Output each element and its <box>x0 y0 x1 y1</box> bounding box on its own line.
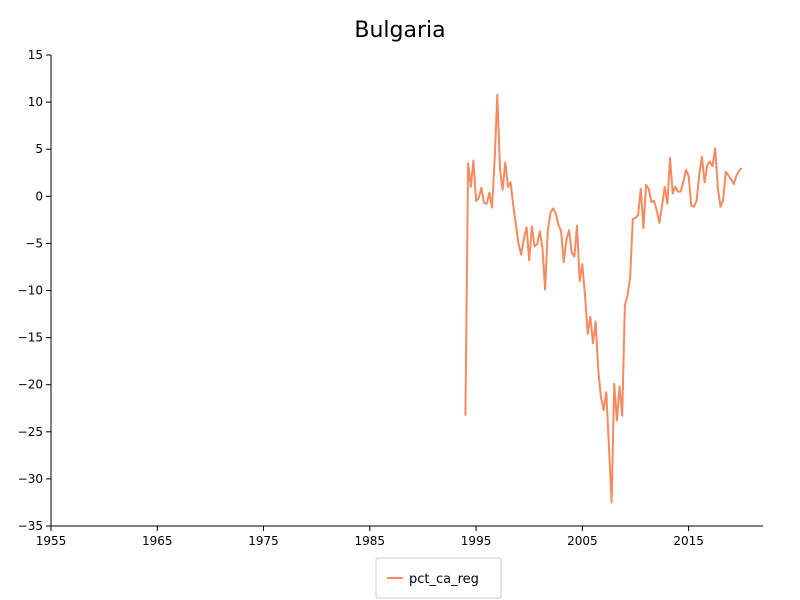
plot-area <box>464 93 743 504</box>
x-tick-label: 1985 <box>355 534 386 548</box>
chart-title: Bulgaria <box>354 18 445 43</box>
y-tick-label: 10 <box>28 95 43 109</box>
y-tick-label: −10 <box>18 284 43 298</box>
y-tick-label: −35 <box>18 519 43 533</box>
y-tick-label: −25 <box>18 425 43 439</box>
x-tick-label: 1955 <box>36 534 67 548</box>
series-line-pct_ca_reg <box>464 93 743 504</box>
x-tick-label: 2015 <box>673 534 704 548</box>
legend-label: pct_ca_reg <box>409 572 479 587</box>
y-tick-label: 5 <box>35 142 43 156</box>
x-tick-label: 2005 <box>567 534 598 548</box>
x-tick-label: 1995 <box>461 534 492 548</box>
x-axis: 1955 1965 1975 1985 1995 2005 2015 <box>36 525 763 548</box>
y-tick-label: −30 <box>18 472 43 486</box>
y-tick-label: −20 <box>18 378 43 392</box>
legend-box <box>375 557 502 599</box>
y-tick-label: 15 <box>28 48 43 62</box>
y-tick-label: −15 <box>18 331 43 345</box>
x-tick-label: 1965 <box>142 534 173 548</box>
x-tick-label: 1975 <box>248 534 279 548</box>
y-tick-label: −5 <box>25 236 43 250</box>
legend: pct_ca_reg <box>375 557 502 599</box>
y-axis: 15 10 5 0 −5 −10 −15 −20 −25 −30 −35 <box>18 48 52 533</box>
y-tick-label: 0 <box>35 189 43 203</box>
